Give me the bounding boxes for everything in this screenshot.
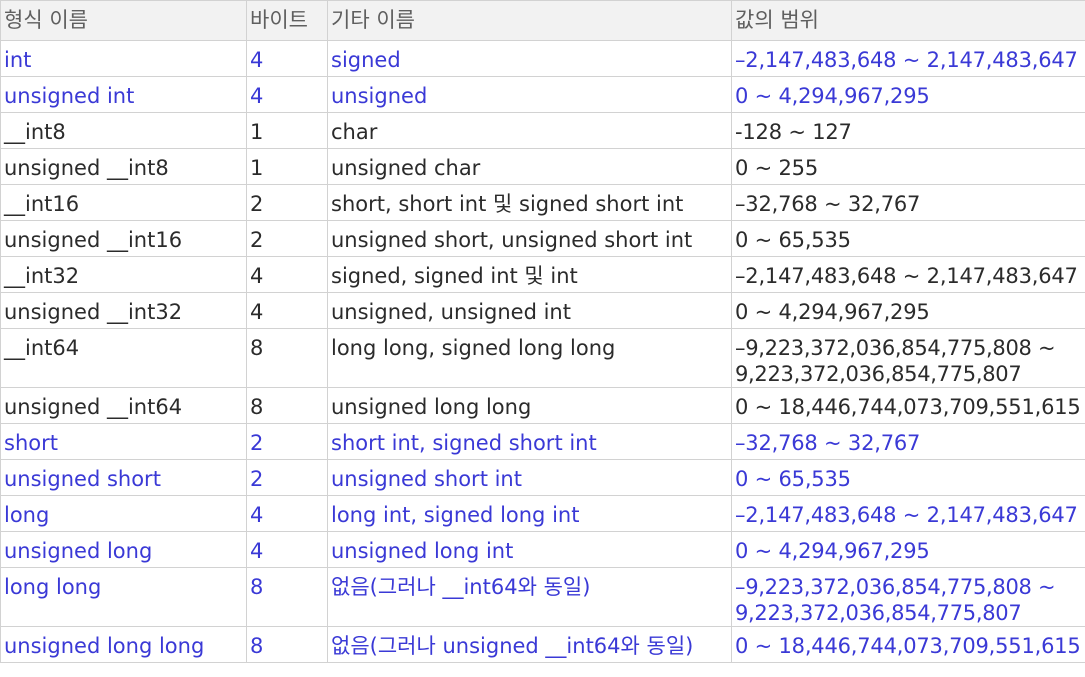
- cell-other-names: unsigned short int: [327, 459, 732, 496]
- cell-type-name: unsigned long long: [0, 626, 247, 663]
- cell-type-name: unsigned __int16: [0, 220, 247, 257]
- cell-type-name: unsigned long: [0, 531, 247, 568]
- cell-bytes: 8: [246, 387, 328, 424]
- header-other-names: 기타 이름: [327, 0, 732, 41]
- table-row: unsigned long 4 unsigned long int 0 ~ 4,…: [0, 531, 1085, 568]
- cell-value-range: 0 ~ 65,535: [731, 220, 1085, 257]
- header-value-range: 값의 범위: [731, 0, 1085, 41]
- cell-value-range: 0 ~ 4,294,967,295: [731, 76, 1085, 113]
- cell-other-names: unsigned: [327, 76, 732, 113]
- cell-bytes: 1: [246, 148, 328, 185]
- cell-other-names: long int, signed long int: [327, 495, 732, 532]
- cell-other-names: unsigned char: [327, 148, 732, 185]
- cell-bytes: 2: [246, 220, 328, 257]
- cell-value-range: 0 ~ 4,294,967,295: [731, 531, 1085, 568]
- cell-bytes: 4: [246, 256, 328, 293]
- cell-value-range: –2,147,483,648 ~ 2,147,483,647: [731, 495, 1085, 532]
- cell-value-range: 0 ~ 18,446,744,073,709,551,615: [731, 387, 1085, 424]
- cell-type-name: __int32: [0, 256, 247, 293]
- cell-other-names: char: [327, 112, 732, 149]
- cell-type-name: short: [0, 423, 247, 460]
- cell-other-names: short int, signed short int: [327, 423, 732, 460]
- cell-bytes: 4: [246, 531, 328, 568]
- cell-type-name: unsigned __int8: [0, 148, 247, 185]
- cell-bytes: 8: [246, 626, 328, 663]
- table-row: __int32 4 signed, signed int 및 int –2,14…: [0, 256, 1085, 293]
- header-row: 형식 이름 바이트 기타 이름 값의 범위: [0, 0, 1085, 41]
- table-row: unsigned __int32 4 unsigned, unsigned in…: [0, 292, 1085, 329]
- cell-type-name: unsigned short: [0, 459, 247, 496]
- cell-value-range: –32,768 ~ 32,767: [731, 184, 1085, 221]
- cell-bytes: 4: [246, 292, 328, 329]
- table-row: __int64 8 long long, signed long long –9…: [0, 328, 1085, 388]
- table-row: unsigned __int16 2 unsigned short, unsig…: [0, 220, 1085, 257]
- data-type-ranges-table: 형식 이름 바이트 기타 이름 값의 범위 int 4 signed –2,14…: [0, 0, 1085, 663]
- cell-type-name: unsigned int: [0, 76, 247, 113]
- cell-type-name: int: [0, 40, 247, 77]
- table-row: unsigned __int8 1 unsigned char 0 ~ 255: [0, 148, 1085, 185]
- cell-value-range: 0 ~ 65,535: [731, 459, 1085, 496]
- cell-value-range: –2,147,483,648 ~ 2,147,483,647: [731, 40, 1085, 77]
- cell-other-names: 없음(그러나 unsigned __int64와 동일): [327, 626, 732, 663]
- cell-other-names: signed, signed int 및 int: [327, 256, 732, 293]
- table-row: long 4 long int, signed long int –2,147,…: [0, 495, 1085, 532]
- table-row: unsigned __int64 8 unsigned long long 0 …: [0, 387, 1085, 424]
- cell-value-range: –9,223,372,036,854,775,808 ~ 9,223,372,0…: [731, 328, 1085, 388]
- cell-type-name: __int8: [0, 112, 247, 149]
- table-row: unsigned int 4 unsigned 0 ~ 4,294,967,29…: [0, 76, 1085, 113]
- cell-value-range: 0 ~ 18,446,744,073,709,551,615: [731, 626, 1085, 663]
- cell-value-range: –32,768 ~ 32,767: [731, 423, 1085, 460]
- table-body: int 4 signed –2,147,483,648 ~ 2,147,483,…: [0, 40, 1085, 663]
- cell-value-range: –9,223,372,036,854,775,808 ~ 9,223,372,0…: [731, 567, 1085, 627]
- cell-value-range: –2,147,483,648 ~ 2,147,483,647: [731, 256, 1085, 293]
- cell-bytes: 2: [246, 459, 328, 496]
- cell-type-name: unsigned __int32: [0, 292, 247, 329]
- cell-type-name: long long: [0, 567, 247, 627]
- cell-other-names: unsigned long long: [327, 387, 732, 424]
- cell-other-names: 없음(그러나 __int64와 동일): [327, 567, 732, 627]
- table-header: 형식 이름 바이트 기타 이름 값의 범위: [0, 0, 1085, 41]
- table-row: short 2 short int, signed short int –32,…: [0, 423, 1085, 460]
- cell-bytes: 2: [246, 423, 328, 460]
- cell-bytes: 4: [246, 495, 328, 532]
- cell-bytes: 8: [246, 567, 328, 627]
- header-bytes: 바이트: [246, 0, 328, 41]
- header-type-name: 형식 이름: [0, 0, 247, 41]
- table-row: __int16 2 short, short int 및 signed shor…: [0, 184, 1085, 221]
- cell-type-name: long: [0, 495, 247, 532]
- cell-other-names: signed: [327, 40, 732, 77]
- cell-other-names: unsigned, unsigned int: [327, 292, 732, 329]
- cell-type-name: __int64: [0, 328, 247, 388]
- cell-bytes: 1: [246, 112, 328, 149]
- cell-type-name: unsigned __int64: [0, 387, 247, 424]
- table-row: unsigned long long 8 없음(그러나 unsigned __i…: [0, 626, 1085, 663]
- cell-value-range: 0 ~ 4,294,967,295: [731, 292, 1085, 329]
- cell-bytes: 2: [246, 184, 328, 221]
- cell-other-names: unsigned long int: [327, 531, 732, 568]
- table-row: unsigned short 2 unsigned short int 0 ~ …: [0, 459, 1085, 496]
- cell-bytes: 8: [246, 328, 328, 388]
- cell-other-names: unsigned short, unsigned short int: [327, 220, 732, 257]
- cell-type-name: __int16: [0, 184, 247, 221]
- cell-other-names: short, short int 및 signed short int: [327, 184, 732, 221]
- cell-other-names: long long, signed long long: [327, 328, 732, 388]
- table-row: int 4 signed –2,147,483,648 ~ 2,147,483,…: [0, 40, 1085, 77]
- cell-bytes: 4: [246, 40, 328, 77]
- cell-value-range: -128 ~ 127: [731, 112, 1085, 149]
- table-row: __int8 1 char -128 ~ 127: [0, 112, 1085, 149]
- table-row: long long 8 없음(그러나 __int64와 동일) –9,223,3…: [0, 567, 1085, 627]
- cell-bytes: 4: [246, 76, 328, 113]
- cell-value-range: 0 ~ 255: [731, 148, 1085, 185]
